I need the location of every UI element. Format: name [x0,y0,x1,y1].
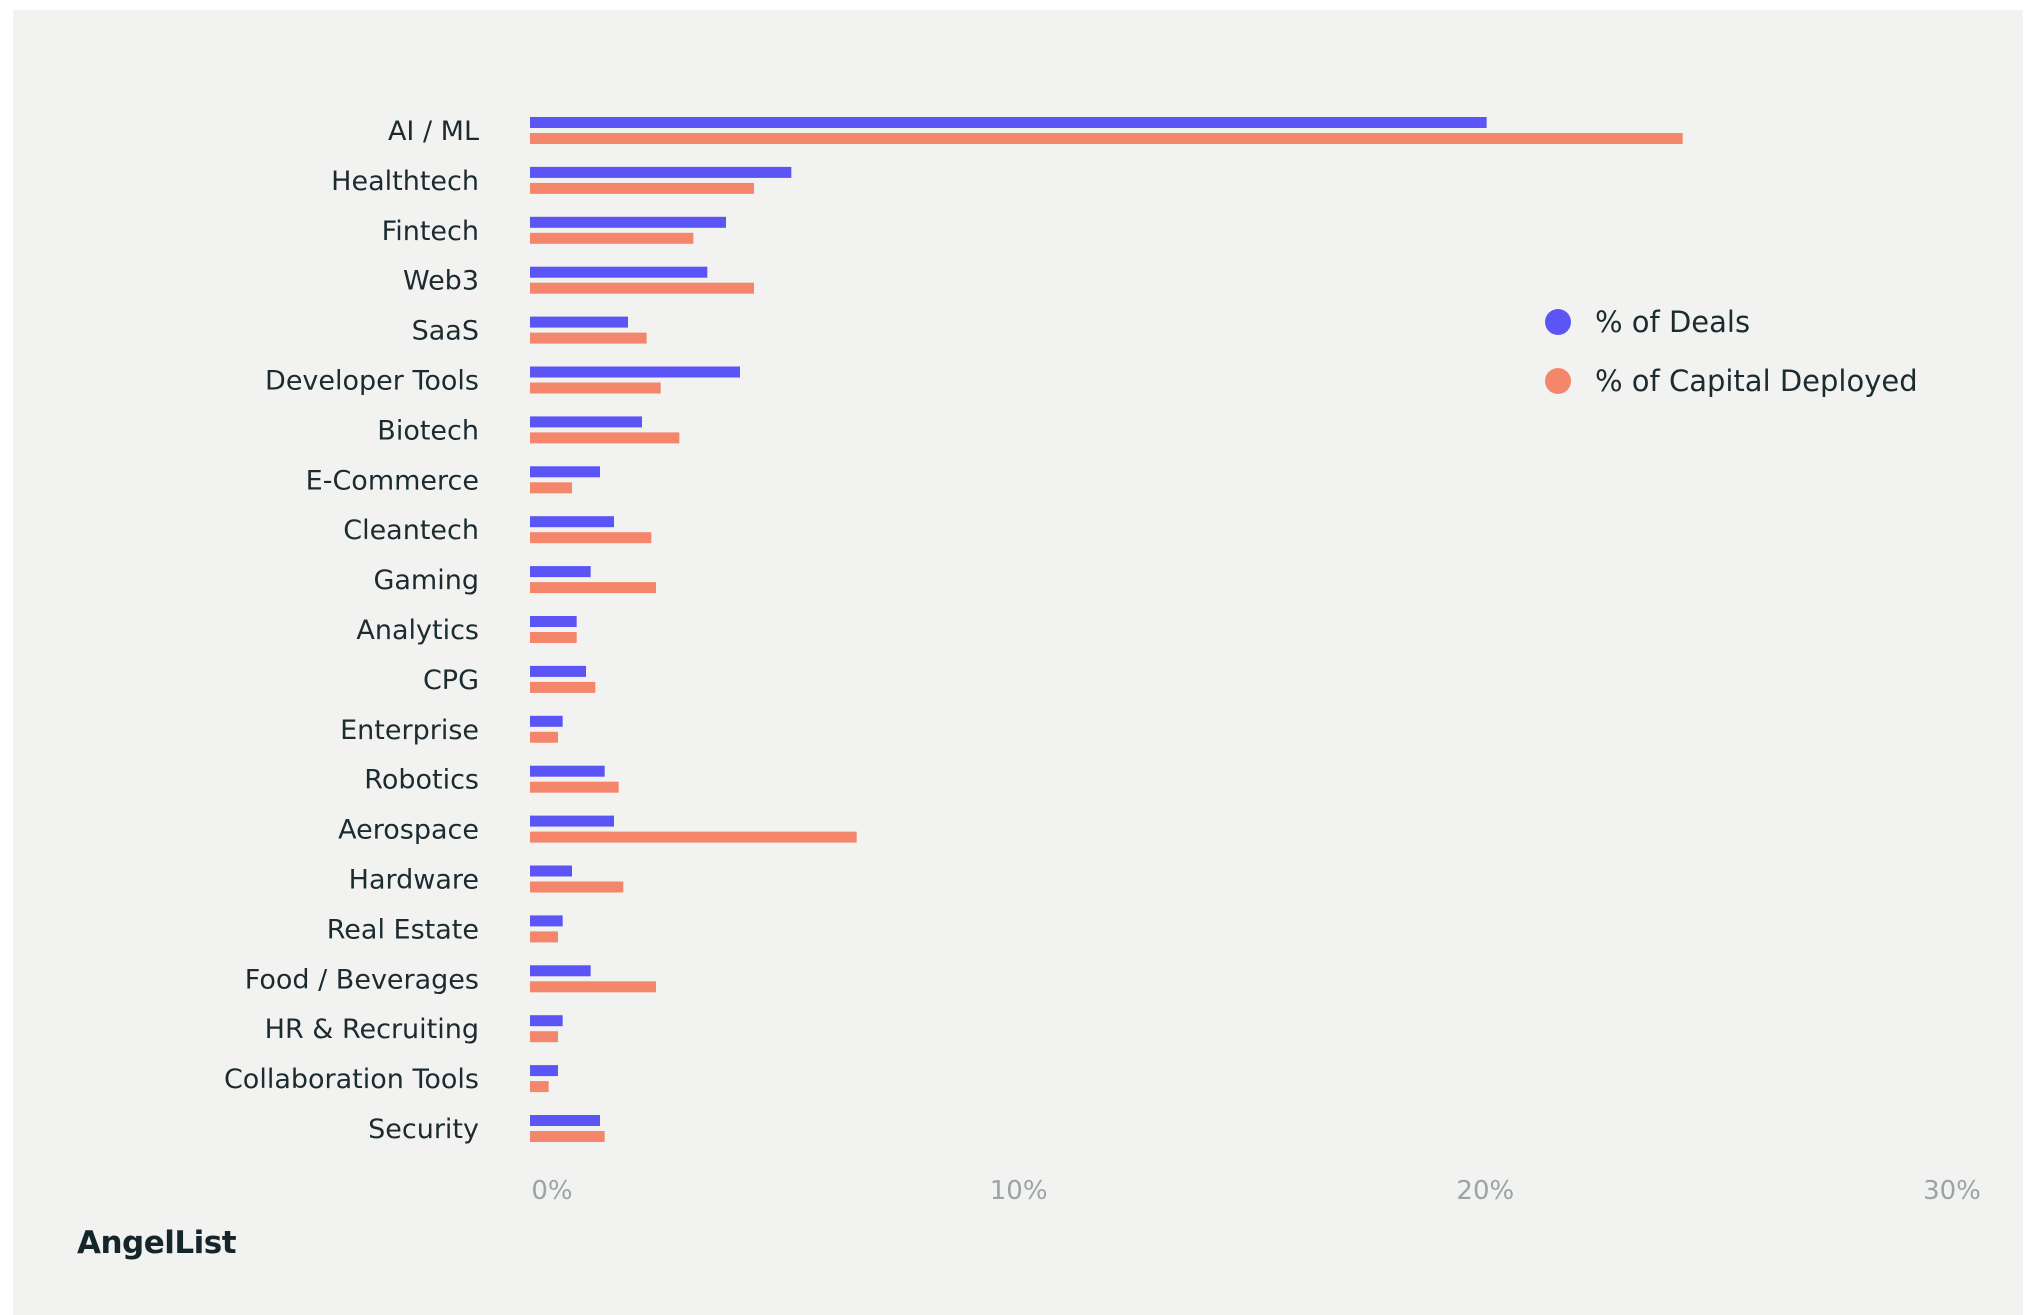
deals-bar [530,1065,558,1077]
category-label: E-Commerce [306,465,479,496]
capital-bar [530,432,680,444]
deals-bar [530,266,708,278]
capital-bar [530,182,754,194]
category-label: HR & Recruiting [265,1014,479,1045]
capital-bar [530,731,558,743]
capital-bar [530,931,558,943]
capital-bar [530,831,857,843]
angellist-logo: AngelList [77,1225,237,1261]
deals-bar [530,1015,563,1027]
deals-bar [530,216,726,228]
category-label: Robotics [364,765,479,796]
deals-bar [530,715,563,727]
x-tick-label: 0% [531,1176,572,1206]
x-tick-label: 30% [1923,1176,1981,1206]
deals-bar [530,1115,600,1126]
category-label: Gaming [373,565,479,596]
capital-bar [530,981,656,993]
deals-bar [530,416,642,428]
category-label: Food / Beverages [245,964,479,995]
deals-bar [530,466,600,478]
deals-bar [530,765,605,777]
capital-bar [530,1081,549,1093]
category-label: Collaboration Tools [224,1064,479,1095]
capital-bar [530,881,624,893]
deals-bar [530,366,740,378]
deals-bar [530,915,563,927]
category-label: Security [368,1114,479,1145]
category-label: AI / ML [388,116,479,147]
category-label: Real Estate [327,914,479,945]
deals-bar [530,566,591,578]
category-label: Cleantech [343,515,479,546]
category-label: Analytics [356,615,479,646]
category-label: Fintech [382,216,479,247]
deals-bar [530,815,614,827]
capital-bar [530,133,1683,144]
deals-bar [530,665,586,677]
category-label: Hardware [349,865,479,896]
deals-bar [530,166,792,178]
capital-bar [530,332,647,344]
x-tick-label: 20% [1456,1176,1514,1206]
category-label: Developer Tools [265,366,479,397]
deals-bar [530,117,1487,128]
capital-bar [530,681,596,693]
capital-bar [530,1031,558,1043]
category-label: Biotech [377,415,479,446]
capital-bar [530,632,577,643]
deals-bar [530,316,628,328]
legend-label: % of Capital Deployed [1595,364,1918,398]
category-label: CPG [423,665,479,696]
capital-bar [530,382,661,394]
capital-bar [530,232,694,244]
category-label: Aerospace [338,815,479,846]
legend-capital-dot [1545,368,1571,394]
capital-bar [530,582,656,594]
category-label: SaaS [412,316,479,347]
capital-bar [530,532,652,544]
x-tick-label: 10% [990,1176,1048,1206]
deals-bar [530,616,577,627]
capital-bar [530,482,572,494]
category-label: Healthtech [331,166,479,197]
deals-bar [530,516,614,528]
legend-deals-dot [1545,309,1571,335]
chart-panel [13,10,2023,1315]
capital-bar [530,282,754,294]
legend-label: % of Deals [1595,305,1750,339]
capital-bar [530,781,619,793]
deals-bar [530,865,572,877]
capital-bar [530,1131,605,1142]
category-label: Web3 [403,266,479,297]
deals-bar [530,965,591,977]
category-label: Enterprise [340,715,479,746]
